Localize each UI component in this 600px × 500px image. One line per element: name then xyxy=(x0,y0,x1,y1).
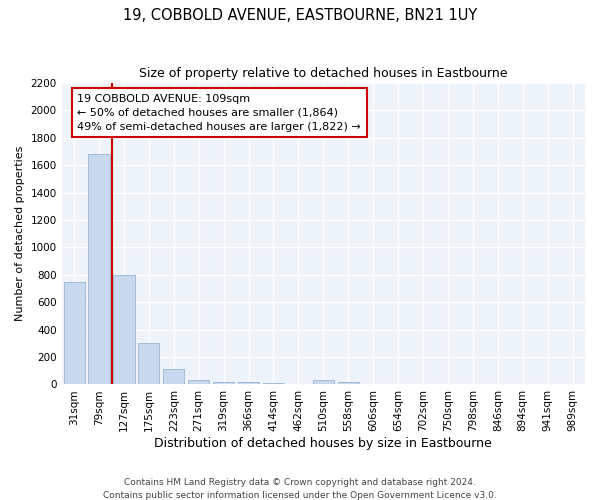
Text: 19 COBBOLD AVENUE: 109sqm
← 50% of detached houses are smaller (1,864)
49% of se: 19 COBBOLD AVENUE: 109sqm ← 50% of detac… xyxy=(77,94,361,132)
X-axis label: Distribution of detached houses by size in Eastbourne: Distribution of detached houses by size … xyxy=(154,437,492,450)
Bar xyxy=(88,154,110,384)
Bar xyxy=(138,344,160,384)
Text: 19, COBBOLD AVENUE, EASTBOURNE, BN21 1UY: 19, COBBOLD AVENUE, EASTBOURNE, BN21 1UY xyxy=(123,8,477,22)
Bar xyxy=(313,380,334,384)
Bar xyxy=(188,380,209,384)
Text: Contains HM Land Registry data © Crown copyright and database right 2024.
Contai: Contains HM Land Registry data © Crown c… xyxy=(103,478,497,500)
Y-axis label: Number of detached properties: Number of detached properties xyxy=(15,146,25,322)
Bar xyxy=(213,382,234,384)
Bar xyxy=(113,275,134,384)
Bar xyxy=(263,383,284,384)
Title: Size of property relative to detached houses in Eastbourne: Size of property relative to detached ho… xyxy=(139,68,508,80)
Bar xyxy=(238,382,259,384)
Bar xyxy=(338,382,359,384)
Bar xyxy=(64,282,85,385)
Bar xyxy=(163,370,184,384)
